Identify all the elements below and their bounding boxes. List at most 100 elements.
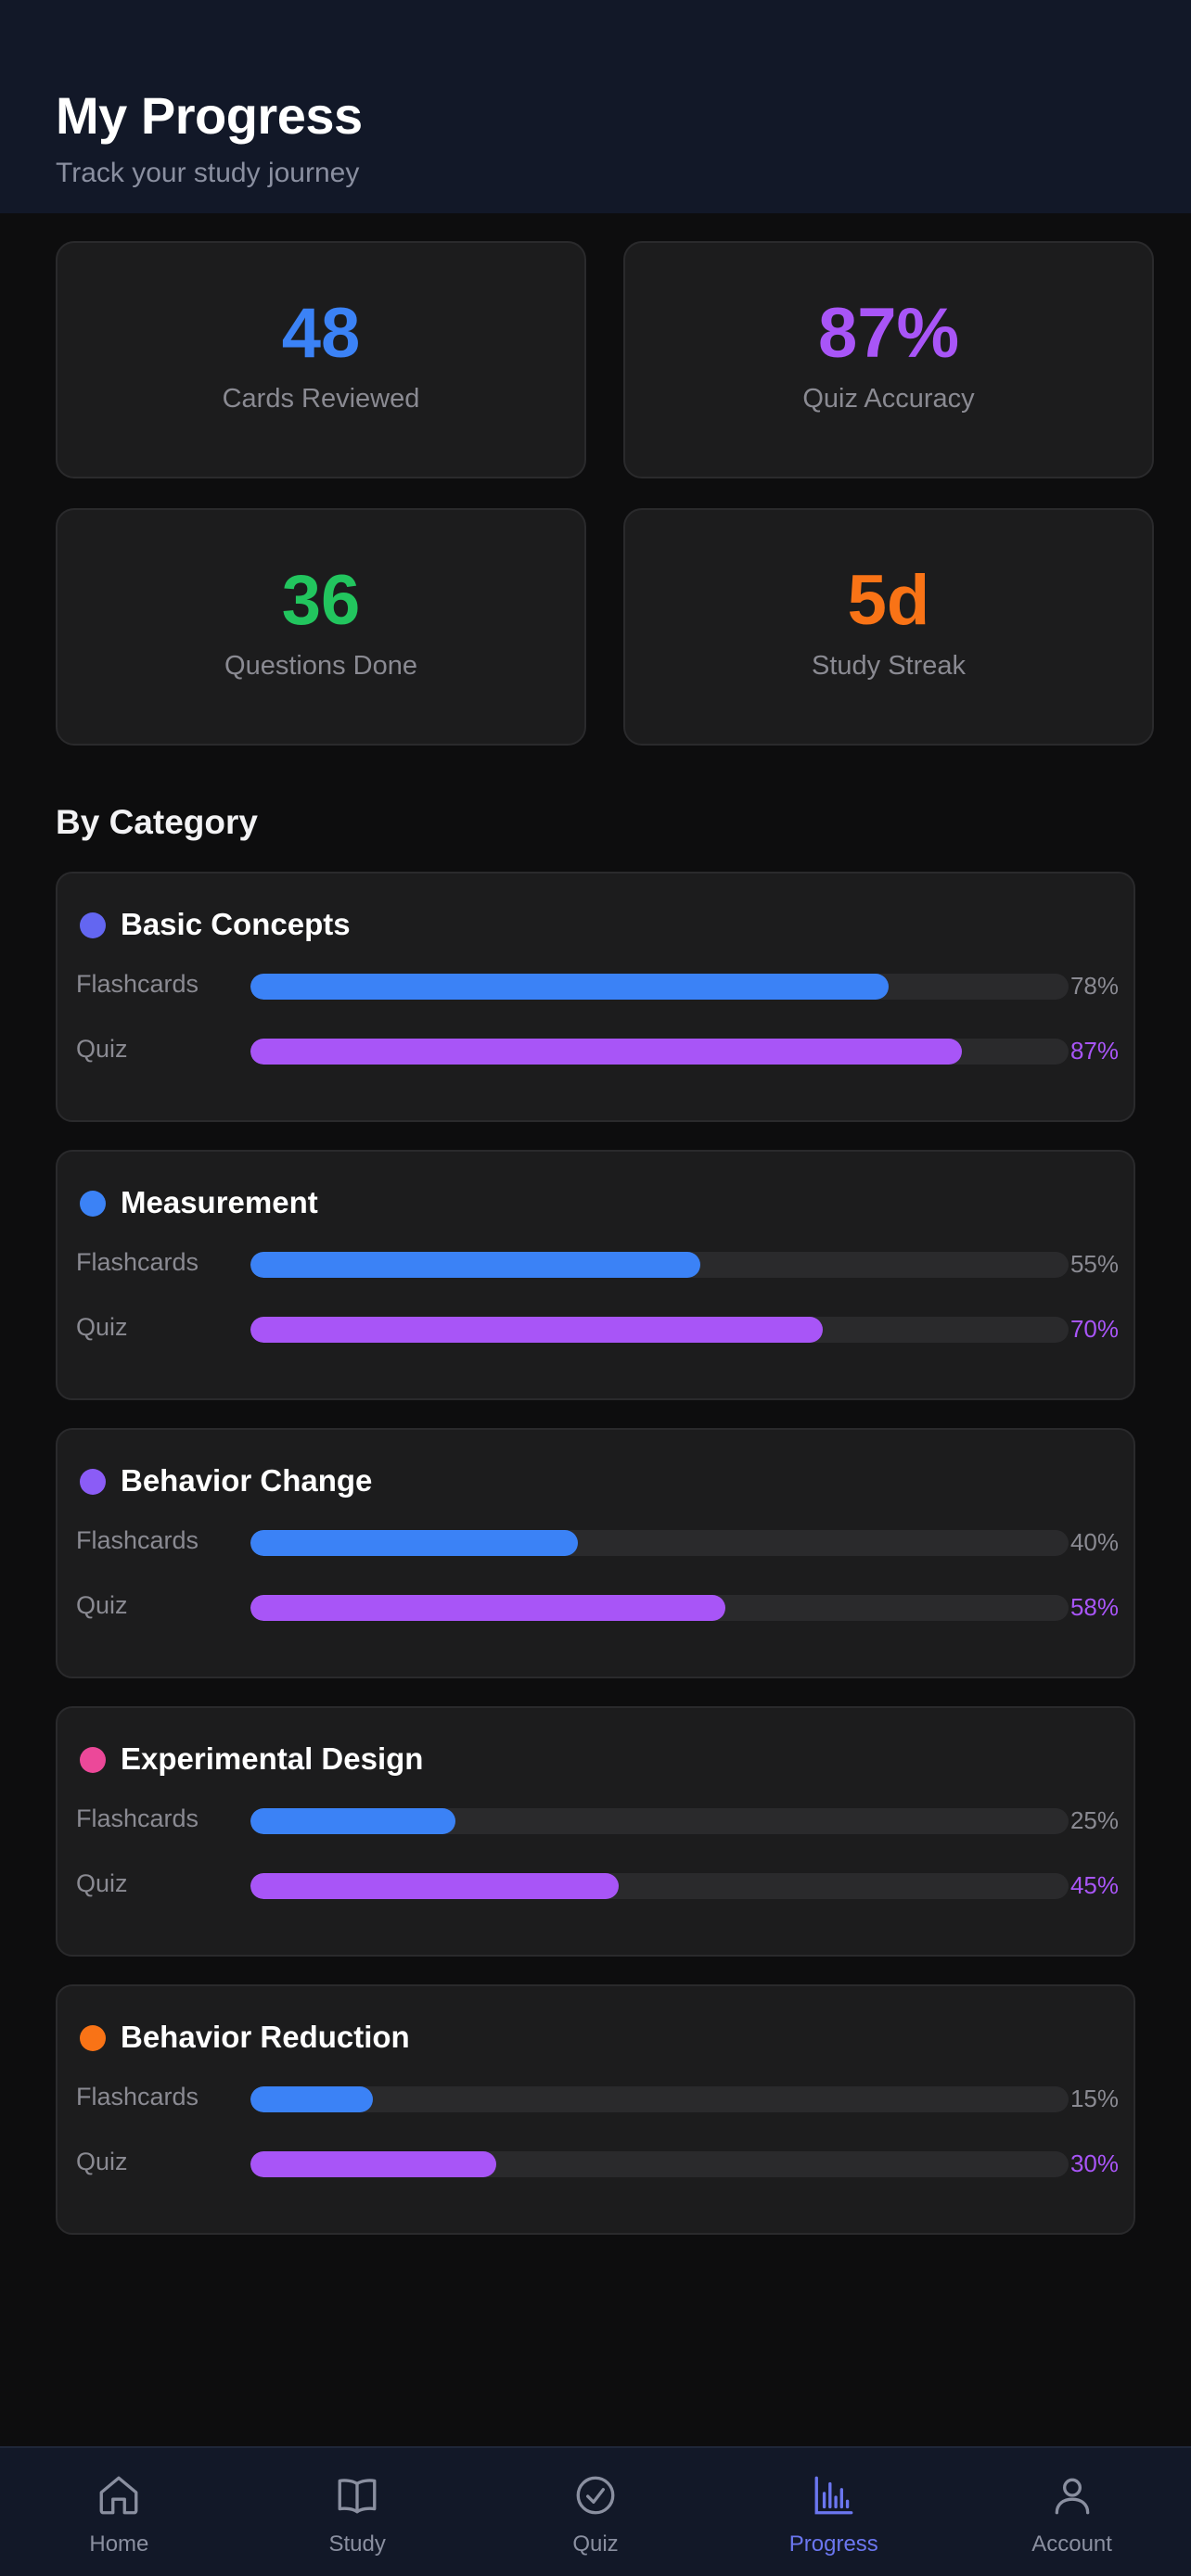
flashcards-percent: 15% <box>1069 2085 1119 2112</box>
flashcards-progress-track <box>250 1808 1069 1834</box>
stat-label: Cards Reviewed <box>222 383 420 414</box>
flashcards-row: Flashcards 15% <box>58 2079 1137 2116</box>
stat-card-cards-reviewed: 48 Cards Reviewed <box>56 241 586 478</box>
category-dot <box>80 2025 106 2051</box>
category-name: Experimental Design <box>121 1741 424 1776</box>
category-card[interactable]: Behavior Change Flashcards 40% Quiz 58% <box>56 1428 1135 1678</box>
quiz-progress-track <box>250 1317 1069 1343</box>
quiz-progress-fill <box>250 1317 824 1343</box>
category-dot <box>80 912 106 938</box>
quiz-progress-track <box>250 1873 1069 1899</box>
row-label: Flashcards <box>76 1248 199 1276</box>
quiz-row: Quiz 58% <box>58 1588 1137 1625</box>
category-dot <box>80 1469 106 1495</box>
stat-label: Quiz Accuracy <box>802 383 975 414</box>
book-icon <box>338 2479 377 2514</box>
category-card[interactable]: Experimental Design Flashcards 25% Quiz … <box>56 1706 1135 1957</box>
page-subtitle: Track your study journey <box>56 158 360 188</box>
category-name: Behavior Change <box>121 1463 373 1498</box>
flashcards-percent: 25% <box>1069 1806 1119 1834</box>
quiz-progress-fill <box>250 1595 725 1621</box>
stat-value: 48 <box>281 293 361 373</box>
flashcards-progress-track <box>250 2086 1069 2112</box>
nav-item-progress[interactable]: Progress <box>714 2448 953 2576</box>
quiz-progress-fill <box>250 2151 496 2177</box>
quiz-progress-track <box>250 2151 1069 2177</box>
bar-chart-icon <box>814 2476 853 2515</box>
stat-value: 5d <box>847 560 930 640</box>
row-label: Quiz <box>76 1035 128 1063</box>
category-name: Basic Concepts <box>121 907 351 941</box>
row-label: Flashcards <box>76 970 199 998</box>
flashcards-row: Flashcards 25% <box>58 1801 1137 1838</box>
nav-item-quiz[interactable]: Quiz <box>477 2448 715 2576</box>
category-dot <box>80 1747 106 1773</box>
section-title: By Category <box>56 803 258 841</box>
category-dot <box>80 1191 106 1217</box>
nav-label: Quiz <box>572 2531 619 2557</box>
flashcards-percent: 55% <box>1069 1250 1119 1278</box>
stat-label: Questions Done <box>224 650 417 681</box>
row-label: Quiz <box>76 1869 128 1897</box>
nav-label: Study <box>328 2531 386 2557</box>
quiz-row: Quiz 70% <box>58 1309 1137 1346</box>
quiz-percent: 58% <box>1069 1593 1119 1621</box>
quiz-row: Quiz 45% <box>58 1866 1137 1903</box>
row-label: Flashcards <box>76 2083 199 2111</box>
category-card[interactable]: Basic Concepts Flashcards 78% Quiz 87% <box>56 872 1135 1122</box>
row-label: Quiz <box>76 1313 128 1341</box>
category-list: Basic Concepts Flashcards 78% Quiz 87% M… <box>56 872 1135 2263</box>
flashcards-progress-track <box>250 1252 1069 1278</box>
quiz-progress-track <box>250 1039 1069 1065</box>
category-card[interactable]: Measurement Flashcards 55% Quiz 70% <box>56 1150 1135 1400</box>
row-label: Flashcards <box>76 1804 199 1832</box>
flashcards-percent: 40% <box>1069 1528 1119 1556</box>
header: My Progress Track your study journey <box>0 0 1191 213</box>
quiz-percent: 87% <box>1069 1037 1119 1065</box>
row-label: Flashcards <box>76 1526 199 1554</box>
quiz-percent: 70% <box>1069 1315 1119 1343</box>
stats-grid: 48 Cards Reviewed 87% Quiz Accuracy 36 Q… <box>56 241 1154 746</box>
quiz-percent: 30% <box>1069 2149 1119 2177</box>
quiz-progress-fill <box>250 1039 963 1065</box>
stat-card-questions-done: 36 Questions Done <box>56 508 586 746</box>
nav-item-home[interactable]: Home <box>0 2448 238 2576</box>
stat-card-study-streak: 5d Study Streak <box>623 508 1154 746</box>
flashcards-row: Flashcards 40% <box>58 1523 1137 1560</box>
flashcards-percent: 78% <box>1069 972 1119 1000</box>
flashcards-row: Flashcards 78% <box>58 966 1137 1003</box>
nav-label: Home <box>89 2531 149 2557</box>
stat-value: 87% <box>817 293 960 373</box>
quiz-row: Quiz 30% <box>58 2144 1137 2181</box>
flashcards-progress-track <box>250 974 1069 1000</box>
flashcards-progress-fill <box>250 1808 455 1834</box>
nav-item-account[interactable]: Account <box>953 2448 1191 2576</box>
page-title: My Progress <box>56 86 363 145</box>
quiz-progress-track <box>250 1595 1069 1621</box>
category-card[interactable]: Behavior Reduction Flashcards 15% Quiz 3… <box>56 1984 1135 2235</box>
check-circle-icon <box>576 2476 615 2515</box>
flashcards-row: Flashcards 55% <box>58 1244 1137 1282</box>
quiz-percent: 45% <box>1069 1871 1119 1899</box>
flashcards-progress-fill <box>250 1252 701 1278</box>
quiz-row: Quiz 87% <box>58 1031 1137 1068</box>
nav-item-study[interactable]: Study <box>238 2448 477 2576</box>
user-icon <box>1055 2478 1089 2515</box>
flashcards-progress-fill <box>250 974 889 1000</box>
category-name: Behavior Reduction <box>121 2020 410 2054</box>
row-label: Quiz <box>76 1591 128 1619</box>
stat-value: 36 <box>281 560 361 640</box>
quiz-progress-fill <box>250 1873 619 1899</box>
stat-label: Study Streak <box>811 650 967 681</box>
stat-card-quiz-accuracy: 87% Quiz Accuracy <box>623 241 1154 478</box>
category-name: Measurement <box>121 1185 318 1219</box>
row-label: Quiz <box>76 2148 128 2175</box>
nav-label: Account <box>1031 2531 1112 2557</box>
bottom-nav: Home Study Quiz Prog <box>0 2446 1191 2576</box>
flashcards-progress-fill <box>250 2086 374 2112</box>
nav-label: Progress <box>788 2531 878 2557</box>
home-icon <box>99 2476 138 2515</box>
flashcards-progress-fill <box>250 1530 578 1556</box>
flashcards-progress-track <box>250 1530 1069 1556</box>
